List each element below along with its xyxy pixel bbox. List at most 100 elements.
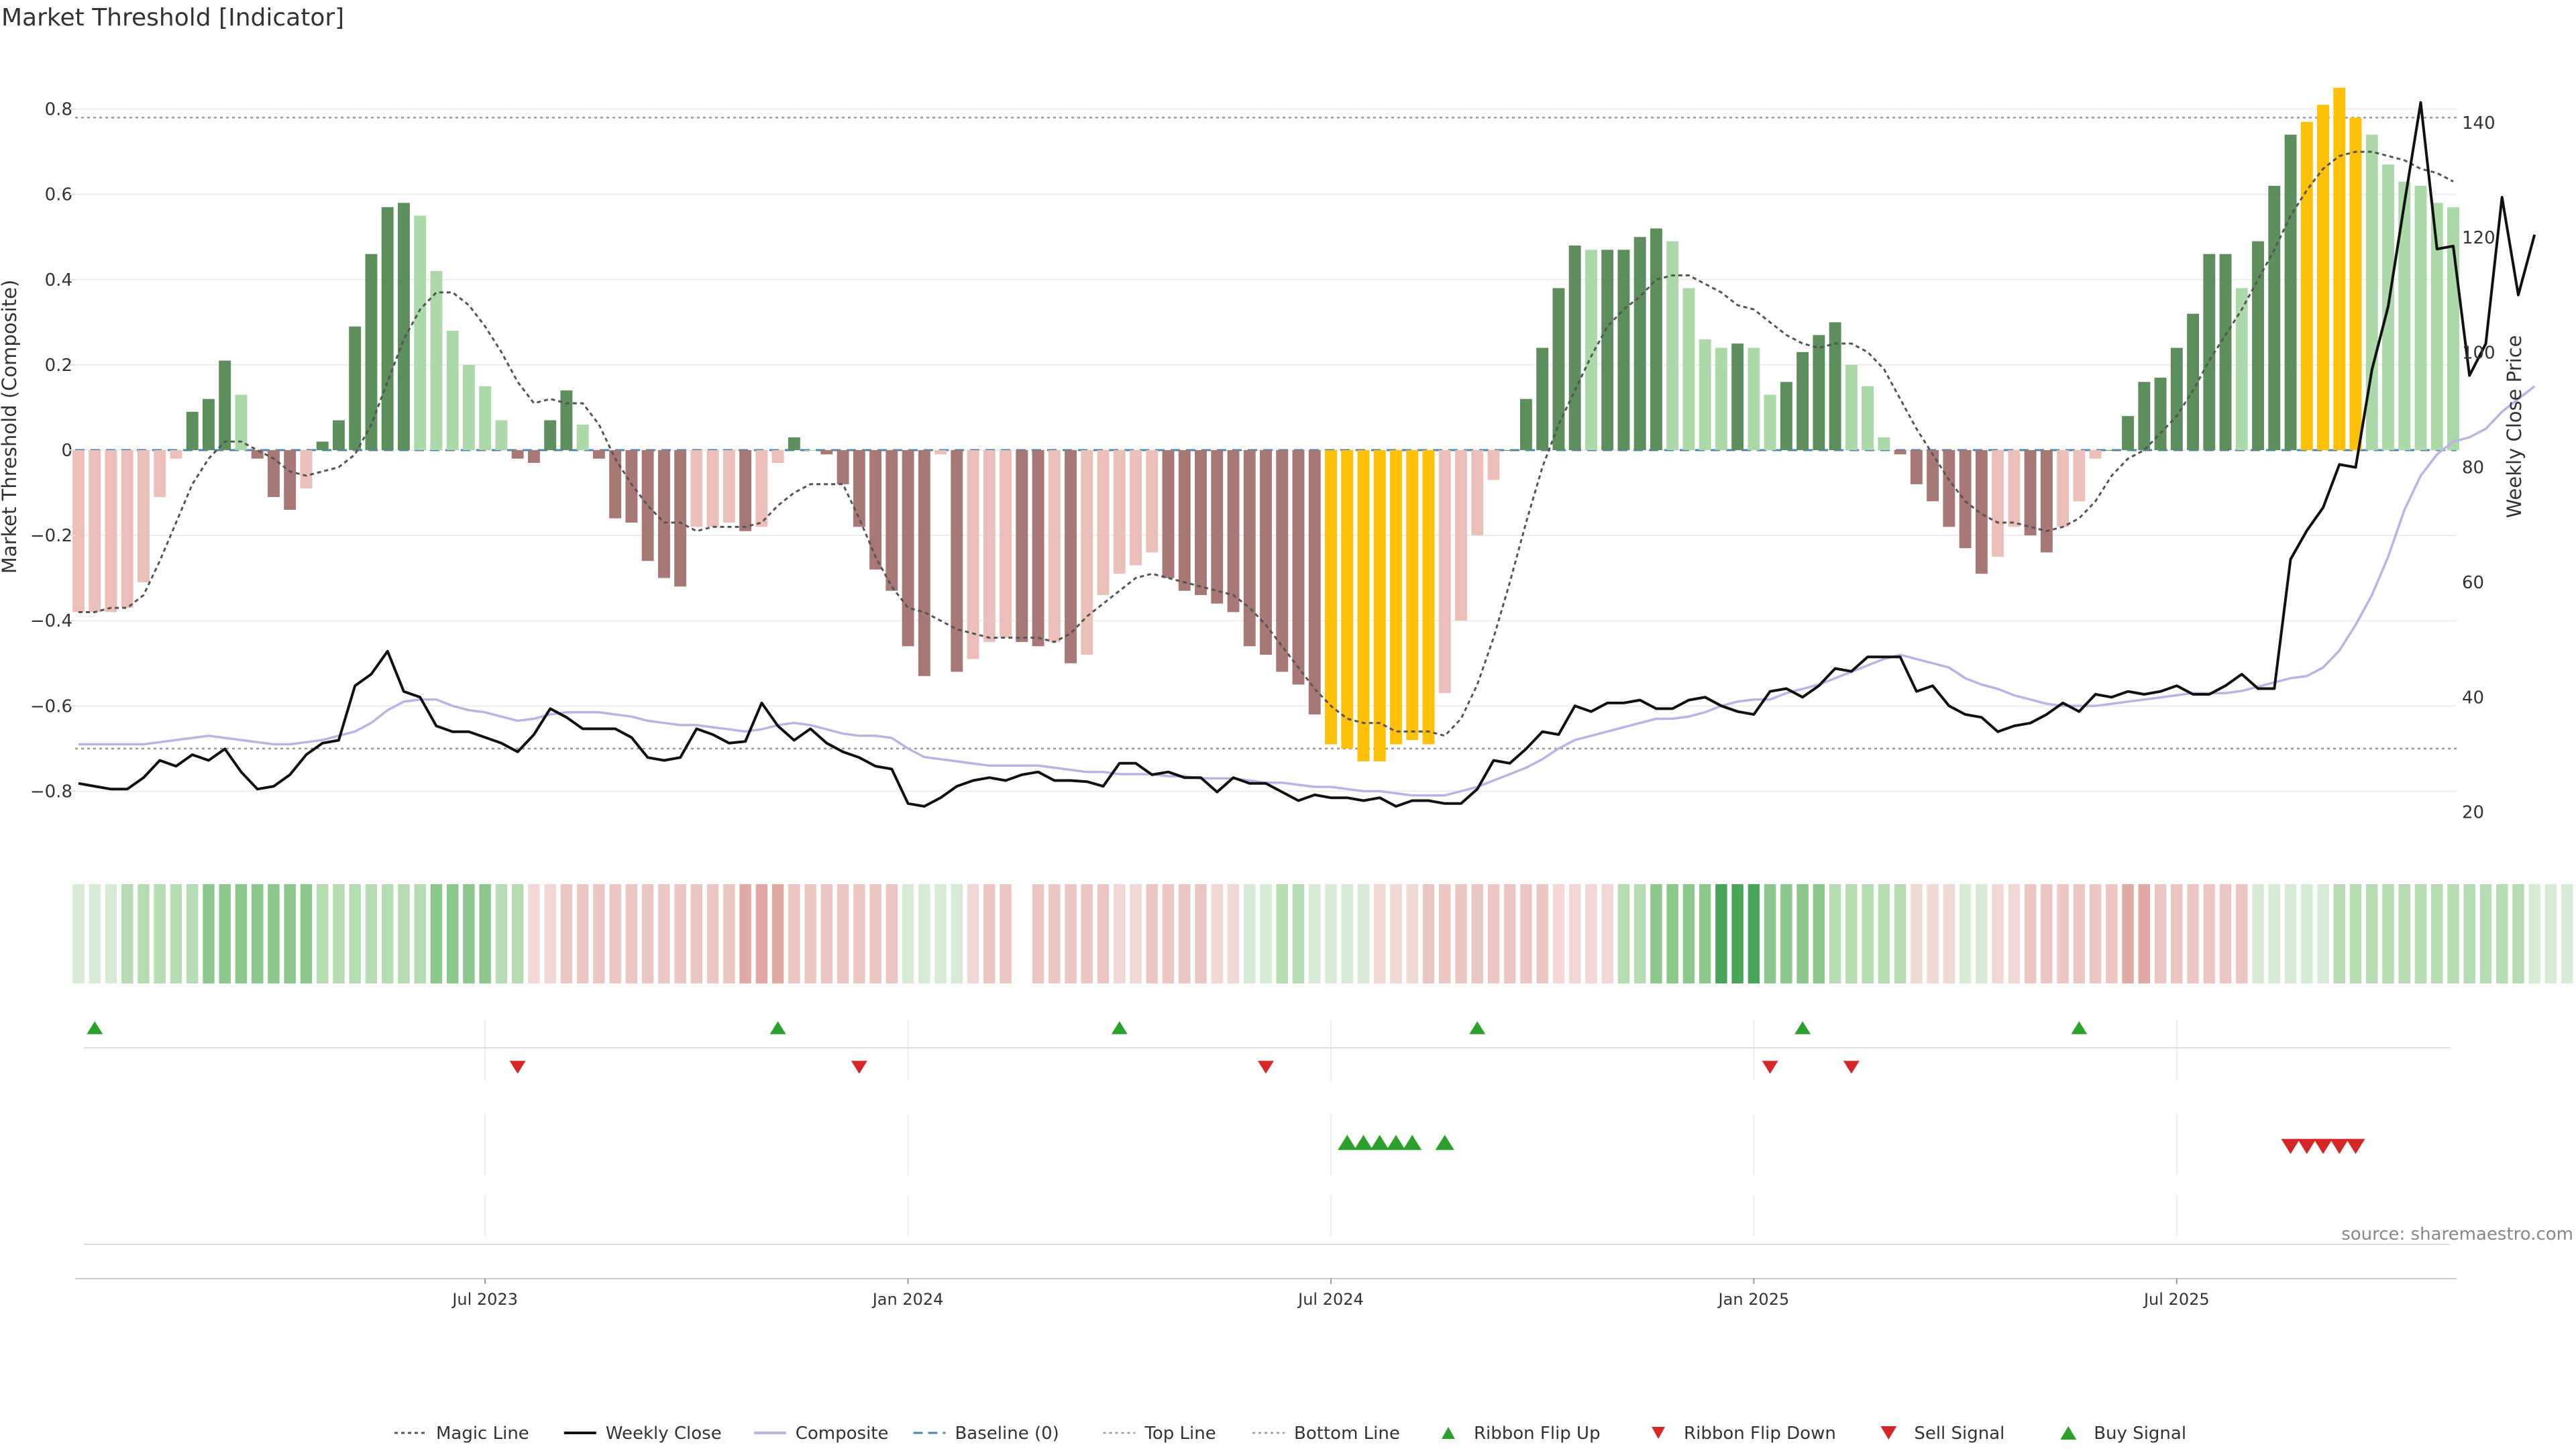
ribbon-cell [1244,884,1256,983]
threshold-bar [1048,450,1061,642]
threshold-bar [690,450,703,527]
ribbon-flip-down-marker [1258,1061,1274,1074]
threshold-bar [462,364,475,450]
magic-line [78,150,2454,737]
ribbon-cell [2414,884,2427,983]
threshold-bar [1471,450,1484,536]
threshold-bar [983,450,996,642]
threshold-bar [170,450,182,459]
threshold-bar [1878,437,1890,450]
threshold-bar [544,420,557,450]
threshold-bar [1000,450,1012,638]
ribbon-flip-up-marker [1794,1021,1811,1034]
threshold-bar [869,450,882,570]
y-tick-left: −0.6 [30,696,72,716]
ribbon-cell [89,884,101,983]
threshold-bar [1519,398,1532,450]
legend-label: Bottom Line [1294,1424,1400,1444]
ribbon-cell [1016,884,1028,983]
threshold-bar [186,411,199,450]
sell-signal-marker [2281,1138,2300,1155]
ribbon-cell [1748,884,1760,983]
ribbon-cell [2512,884,2524,983]
threshold-bar [1390,450,1402,745]
ribbon-cell [2008,884,2021,983]
ribbon-cell [1503,884,1516,983]
ribbon-cell [983,884,996,983]
ribbon-cell [1195,884,1207,983]
ribbon-cell [934,884,947,983]
ribbon-flip-up-marker [87,1021,103,1034]
buy-signal-marker [1370,1134,1389,1150]
ribbon-cell [2366,884,2378,983]
threshold-bar [121,450,133,608]
legend-label: Buy Signal [2094,1424,2186,1444]
legend-buy-swatch [2060,1426,2077,1440]
legend-item-top: Top Line [1103,1424,1216,1444]
ribbon-cell [1943,884,1955,983]
ribbon-cell [2349,884,2362,983]
ribbon-cell [1976,884,1988,983]
ribbon-cell [1325,884,1337,983]
ribbon-cell [674,884,686,983]
ribbon-cell [495,884,508,983]
ribbon-cell [625,884,638,983]
threshold-bar [560,390,573,450]
threshold-bar [154,450,166,497]
threshold-bar [219,360,231,450]
threshold-bar [2300,121,2313,450]
threshold-bar [1130,450,1142,566]
ribbon-flip-up-marker [2071,1021,2088,1034]
sell-signal-marker [2330,1138,2349,1155]
threshold-bar [1016,450,1028,642]
ribbon-flip-up-marker [769,1021,786,1034]
ribbon-cell [365,884,378,983]
ribbon-cell [1585,884,1597,983]
ribbon-cell [121,884,133,983]
buy-signal-marker [1354,1134,1373,1150]
ribbon-cell [1032,884,1044,983]
threshold-bar [2057,450,2070,527]
threshold-bar [1894,450,1907,455]
threshold-bar [2268,186,2281,450]
ribbon-cell [1000,884,1012,983]
threshold-bar [2089,450,2102,459]
ribbon-cell [1390,884,1402,983]
threshold-bar [1227,450,1240,612]
threshold-bar [1731,343,1744,450]
threshold-bar [1357,450,1370,761]
threshold-bar [1113,450,1126,574]
ribbon-cell [1162,884,1175,983]
legend-label: Sell Signal [1914,1424,2004,1444]
ribbon-cell [186,884,199,983]
ribbon-cell [1438,884,1451,983]
ribbon-cell [2154,884,2167,983]
threshold-bar [1943,450,1955,527]
y-tick-right: 140 [2462,113,2496,133]
threshold-bar [1487,450,1500,480]
legend-label: Magic Line [436,1424,529,1444]
threshold-bar [332,420,345,450]
threshold-bar [1276,450,1289,672]
ribbon-cell [463,884,475,983]
threshold-bar [609,450,622,519]
ribbon-cell [2089,884,2102,983]
threshold-bar [1536,347,1549,450]
threshold-bar [837,450,849,484]
legend: Magic Line Weekly Close Composite Baseline … [394,1424,2186,1444]
ribbon-cell [1780,884,1792,983]
threshold-bar [2349,117,2362,451]
ribbon-cell [1699,884,1711,983]
threshold-bar [1438,450,1451,694]
ribbon-cell [1276,884,1288,983]
ribbon-cell [1357,884,1370,983]
date-axis: Jul 2023 Jan 2024 Jul 2024 Jan 2025 Jul 2025 [75,1278,2457,1309]
threshold-bar [1862,386,1874,450]
ribbon-cell [1959,884,1972,983]
threshold-bar [1162,450,1175,578]
ribbon-cell [1764,884,1776,983]
threshold-bar [2040,450,2053,553]
threshold-bar [885,450,898,591]
threshold-bar [1617,250,1630,450]
